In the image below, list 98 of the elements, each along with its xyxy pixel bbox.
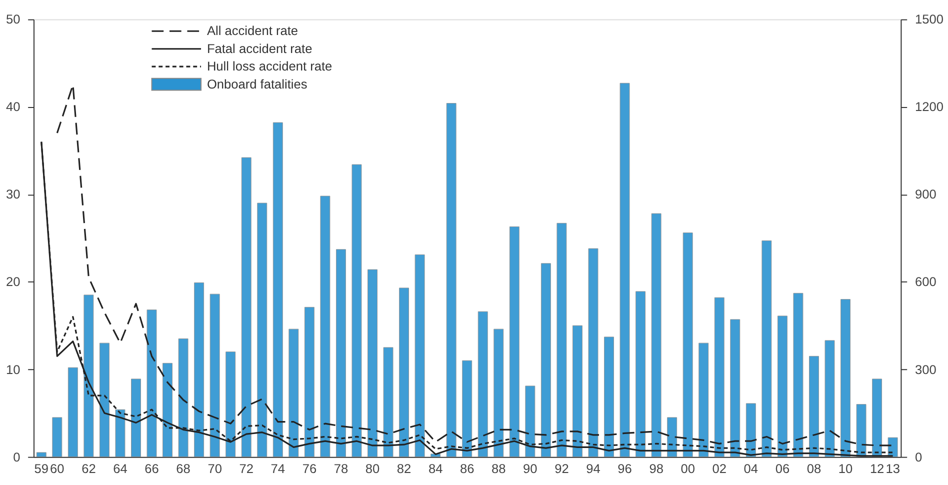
- x-tick-label: 72: [239, 461, 254, 476]
- bar: [257, 202, 268, 458]
- y2-tick-label: 1200: [914, 99, 944, 114]
- y-tick-label: 10: [6, 362, 20, 377]
- bar: [241, 157, 252, 458]
- bar: [872, 378, 882, 458]
- bar: [336, 249, 346, 458]
- x-tick-label: 96: [618, 461, 632, 476]
- x-tick-label: 80: [365, 461, 380, 476]
- x-tick-label: 76: [302, 461, 317, 476]
- x-tick-label: 88: [492, 461, 506, 476]
- bar: [494, 328, 504, 458]
- bar: [556, 222, 567, 458]
- legend-label: Hull loss accident rate: [206, 58, 332, 74]
- x-tick-label: 92: [554, 461, 569, 476]
- x-tick-label: 78: [334, 461, 348, 476]
- bar: [399, 288, 410, 458]
- legend-label: Fatal accident rate: [206, 40, 312, 56]
- x-tick-label: 62: [82, 461, 96, 476]
- bar: [288, 328, 299, 458]
- bar: [194, 282, 204, 458]
- y2-tick-label: 300: [914, 362, 936, 377]
- y2-tick-label: 900: [914, 186, 936, 202]
- y-tick-label: 30: [6, 186, 20, 202]
- bar: [352, 164, 362, 458]
- bar: [304, 306, 314, 458]
- x-tick-label: 90: [523, 461, 538, 476]
- bar: [636, 291, 646, 458]
- bar: [762, 240, 772, 458]
- bar: [730, 319, 740, 458]
- x-tick-label: 13: [886, 461, 900, 476]
- bar: [540, 263, 551, 458]
- x-tick-label: 04: [744, 461, 758, 476]
- y-tick-label: 0: [13, 449, 20, 464]
- bar: [809, 356, 819, 458]
- bar: [446, 103, 456, 458]
- bar: [856, 404, 866, 458]
- y2-tick-label: 0: [914, 449, 922, 464]
- bar: [368, 269, 378, 458]
- x-tick-label: 10: [838, 461, 853, 476]
- bar: [604, 336, 614, 458]
- x-tick-label: 70: [208, 461, 222, 476]
- x-tick-label: 12: [870, 461, 884, 476]
- bar: [824, 340, 835, 458]
- bar: [525, 386, 536, 458]
- bar: [210, 294, 220, 458]
- bar: [682, 232, 693, 458]
- bar: [146, 310, 157, 458]
- x-tick-label: 94: [586, 461, 600, 476]
- legend-label: All accident rate: [206, 23, 298, 38]
- bar: [99, 342, 110, 458]
- bar: [178, 338, 188, 458]
- x-tick-label: 60: [50, 461, 64, 476]
- bar: [698, 342, 709, 458]
- bar: [714, 297, 724, 458]
- bar: [509, 226, 520, 458]
- legend-label: Onboard fatalities: [206, 76, 308, 92]
- bar: [320, 196, 330, 458]
- y2-tick-label: 1500: [914, 12, 944, 27]
- y-tick-label: 20: [6, 274, 20, 290]
- bar: [84, 294, 94, 458]
- bar: [414, 254, 425, 458]
- x-tick-label: 66: [144, 461, 159, 476]
- x-tick-label: 68: [176, 461, 190, 476]
- bar: [68, 367, 78, 458]
- bar: [777, 316, 788, 458]
- x-tick-label: 59: [34, 461, 49, 476]
- bar: [462, 360, 472, 458]
- bar: [272, 122, 283, 458]
- x-tick-label: 82: [396, 461, 412, 476]
- bar: [52, 417, 62, 458]
- x-tick-label: 74: [270, 461, 286, 476]
- bar: [131, 378, 141, 458]
- bar: [840, 299, 850, 458]
- bar: [793, 292, 804, 458]
- x-tick-label: 98: [649, 461, 664, 476]
- x-tick-label: 00: [680, 461, 695, 476]
- x-tick-label: 86: [460, 461, 474, 476]
- bar: [36, 452, 46, 458]
- bar: [588, 248, 598, 458]
- x-tick-label: 06: [775, 461, 790, 476]
- y-tick-label: 50: [6, 12, 20, 27]
- bar: [383, 347, 394, 458]
- bar: [746, 403, 756, 458]
- bar: [478, 311, 488, 458]
- bar: [226, 352, 236, 458]
- bar: [651, 213, 662, 458]
- bar: [667, 417, 678, 458]
- bar: [572, 325, 582, 458]
- bar: [115, 409, 126, 458]
- bar: [620, 82, 630, 458]
- x-tick-label: 02: [712, 461, 726, 476]
- x-tick-label: 64: [113, 461, 128, 476]
- x-tick-label: 08: [806, 461, 822, 476]
- y-tick-label: 40: [6, 99, 20, 114]
- y2-tick-label: 600: [914, 274, 936, 290]
- bar: [162, 362, 173, 458]
- x-tick-label: 84: [428, 461, 443, 476]
